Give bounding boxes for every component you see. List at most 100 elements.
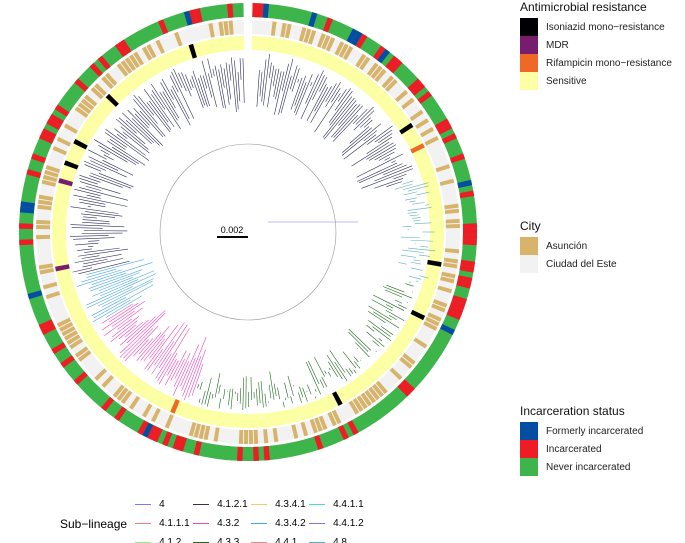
legend-item: 4.8 [309, 533, 367, 543]
branch [178, 72, 187, 92]
city-segment [444, 203, 459, 210]
branch [77, 262, 153, 287]
branch [366, 331, 385, 347]
city-segment [300, 421, 309, 437]
branch [86, 286, 133, 309]
branch [368, 144, 397, 161]
city-segment [331, 409, 342, 425]
legend-swatch [520, 237, 538, 255]
legend-label: Sensitive [546, 75, 587, 87]
branch [151, 341, 174, 375]
branch [198, 398, 201, 403]
branch [306, 83, 327, 121]
legend-swatch [520, 440, 538, 458]
city-segment [193, 423, 201, 438]
city-segment [228, 20, 234, 35]
branch [124, 321, 144, 338]
legend-label: Ciudad del Este [546, 258, 617, 270]
legend-title: Sub−lineage [60, 516, 128, 531]
city-segment [366, 62, 379, 77]
branch [138, 96, 155, 116]
branch [361, 168, 414, 189]
branch [201, 390, 206, 405]
branch [79, 181, 121, 195]
legend-resistance: Antimicrobial resistance Isoniazid mono−… [520, 0, 672, 90]
branch [386, 284, 405, 293]
incarceration-segment [73, 371, 88, 385]
branch [412, 201, 425, 205]
city-segment [435, 164, 451, 173]
branch [133, 94, 158, 124]
resistance-segment [105, 93, 119, 107]
city-segment [39, 268, 55, 275]
city-segment [74, 346, 89, 358]
branch [322, 97, 355, 138]
incarceration-segment [41, 128, 57, 140]
branch [291, 68, 300, 92]
city-segment [338, 43, 349, 58]
branch [411, 267, 423, 271]
city-segment [432, 299, 448, 308]
incarceration-segment [446, 309, 462, 320]
branch [415, 280, 419, 282]
city-segment [208, 23, 215, 38]
incarceration-segment [407, 78, 422, 92]
branch [333, 105, 363, 138]
branch [398, 262, 407, 265]
branch [393, 173, 407, 180]
city-segment [213, 427, 220, 442]
city-segment [124, 57, 137, 71]
city-segment [133, 51, 144, 66]
branch [355, 106, 374, 125]
branch [107, 140, 146, 166]
incarceration-segment [401, 379, 415, 393]
branch [127, 109, 163, 146]
branch [237, 72, 241, 102]
branch [109, 302, 139, 323]
branch [388, 315, 397, 321]
legend-item: Incarcerated [520, 440, 643, 458]
branch [150, 83, 181, 129]
branch [314, 92, 341, 133]
branch [199, 75, 210, 107]
branch [157, 328, 190, 381]
legend-item: 4.4.1.2 [309, 514, 367, 533]
branch [77, 248, 129, 257]
branch [368, 320, 391, 337]
city-segment [164, 414, 174, 429]
branch [151, 90, 166, 110]
incarceration-segment [372, 45, 386, 61]
incarceration-segment [26, 169, 42, 178]
resistance-segment [63, 160, 79, 170]
incarceration-segment [89, 62, 103, 77]
branch [326, 354, 343, 380]
branch [184, 356, 202, 401]
branch [375, 350, 377, 352]
branch [109, 138, 126, 150]
city-segment [77, 350, 92, 362]
legend-item: 4.4.1 [251, 533, 309, 543]
city-segment [308, 29, 317, 45]
city-segment [263, 429, 269, 444]
branch [74, 188, 101, 196]
city-segment [325, 37, 336, 52]
branch [120, 126, 149, 150]
branch [89, 175, 123, 188]
branch [325, 81, 342, 108]
branch [302, 387, 308, 402]
incarceration-segment [434, 118, 450, 131]
incarceration-segment [253, 446, 259, 461]
branch [86, 268, 117, 278]
branch [74, 254, 122, 263]
incarceration-segment [457, 275, 473, 284]
branch [357, 162, 398, 182]
city-segment [425, 316, 440, 327]
legend-item: Rifampicin mono−resistance [520, 54, 672, 72]
branch [234, 60, 239, 110]
branch [147, 348, 164, 371]
incarceration-segment [172, 434, 182, 450]
incarceration-segment [38, 319, 54, 330]
branch [84, 160, 107, 171]
city-segment [56, 317, 72, 328]
incarceration-segment [462, 223, 477, 229]
